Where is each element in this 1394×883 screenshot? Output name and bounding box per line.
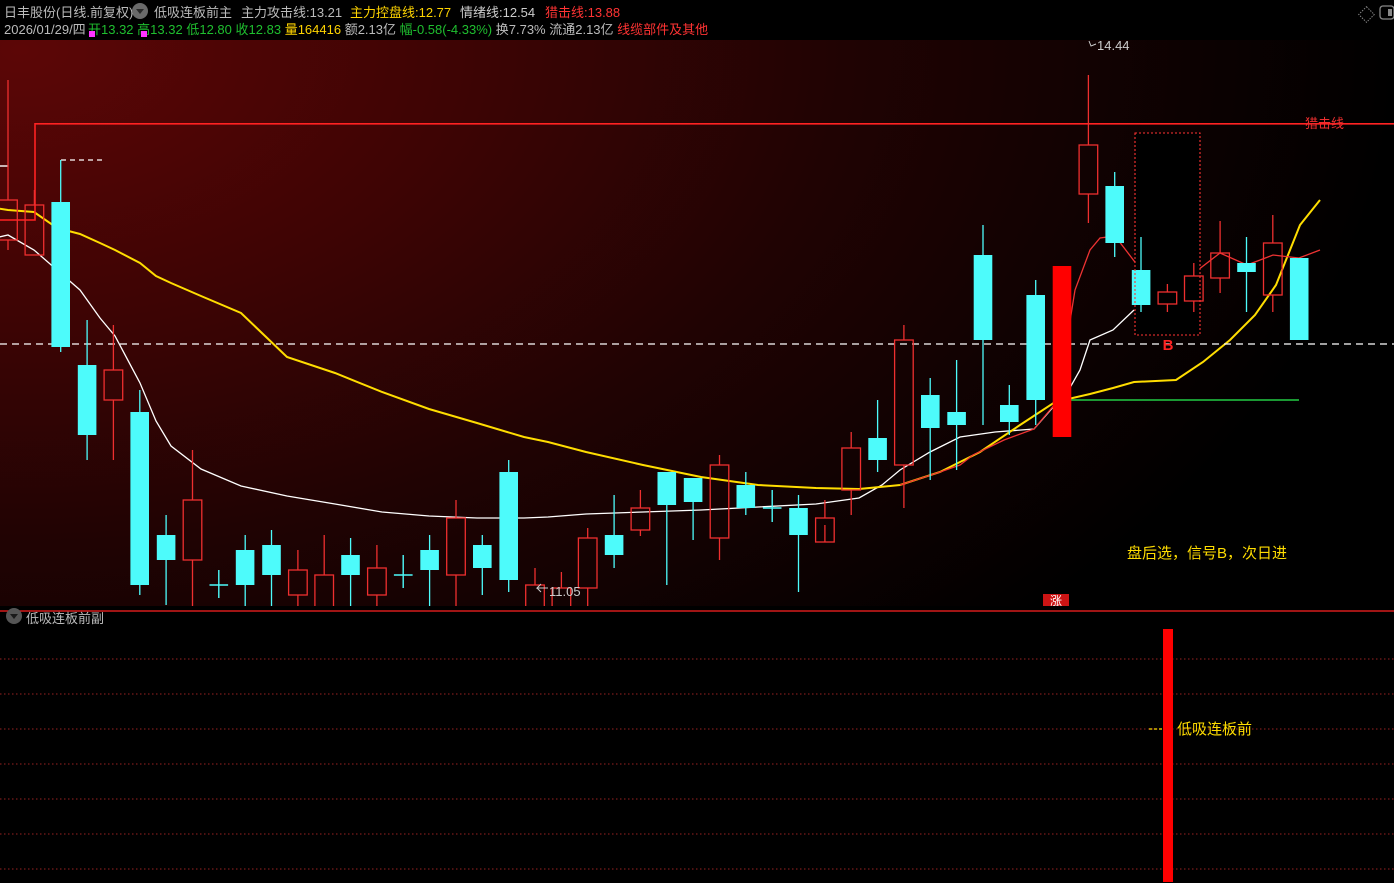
svg-text:盘后选，信号B，次日进: 盘后选，信号B，次日进 — [1127, 544, 1287, 562]
svg-text:低吸连板前: 低吸连板前 — [1177, 720, 1252, 738]
svg-text:猎击线: 猎击线 — [1305, 116, 1344, 131]
svg-text:涨: 涨 — [1050, 593, 1062, 606]
svg-text:11.05: 11.05 — [549, 584, 581, 599]
svg-text:14.44: 14.44 — [1097, 40, 1130, 53]
svg-text:B: B — [1163, 337, 1174, 354]
